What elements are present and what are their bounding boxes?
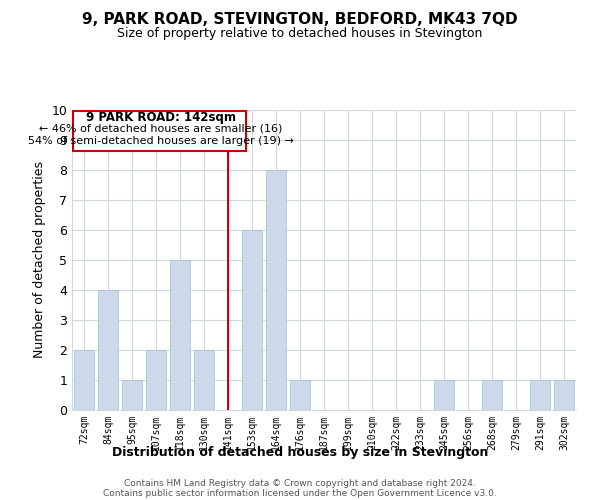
Bar [194,350,214,410]
Bar [146,350,166,410]
Text: 54% of semi-detached houses are larger (19) →: 54% of semi-detached houses are larger (… [28,136,294,145]
Bar [482,380,502,410]
Bar [98,290,118,410]
Bar [266,170,286,410]
Text: ← 46% of detached houses are smaller (16): ← 46% of detached houses are smaller (16… [39,124,283,134]
Text: Contains HM Land Registry data © Crown copyright and database right 2024.: Contains HM Land Registry data © Crown c… [124,478,476,488]
Bar [242,230,262,410]
Bar [170,260,190,410]
Bar [530,380,550,410]
Bar [554,380,574,410]
Bar [434,380,454,410]
Text: Contains public sector information licensed under the Open Government Licence v3: Contains public sector information licen… [103,488,497,498]
Text: Distribution of detached houses by size in Stevington: Distribution of detached houses by size … [112,446,488,459]
Bar [74,350,94,410]
FancyBboxPatch shape [73,111,246,152]
Text: 9 PARK ROAD: 142sqm: 9 PARK ROAD: 142sqm [86,112,236,124]
Bar [122,380,142,410]
Text: 9, PARK ROAD, STEVINGTON, BEDFORD, MK43 7QD: 9, PARK ROAD, STEVINGTON, BEDFORD, MK43 … [82,12,518,28]
Y-axis label: Number of detached properties: Number of detached properties [33,162,46,358]
Bar [290,380,310,410]
Text: Size of property relative to detached houses in Stevington: Size of property relative to detached ho… [118,28,482,40]
